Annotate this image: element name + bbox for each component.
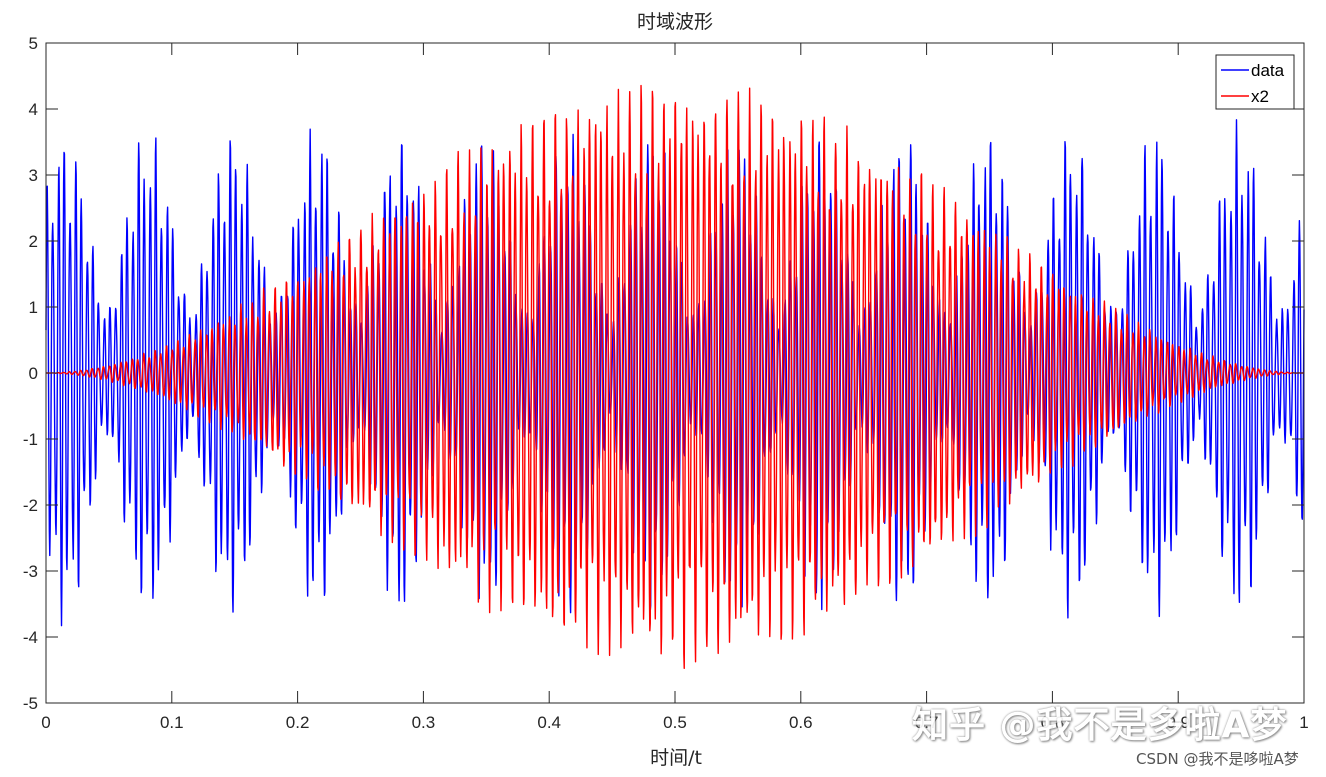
x-tick-label-3: 0.3 [412,713,436,732]
watermark-zhihu: 知乎 @我不是多啦A梦 [912,705,1288,746]
series-line-x2 [45,84,1305,670]
x-tick-label-1: 0.1 [160,713,184,732]
x-tick-label-6: 0.6 [789,713,813,732]
legend-label-x2: x2 [1251,87,1269,106]
x-tick-label-0: 0 [41,713,50,732]
x-tick-label-2: 0.2 [286,713,310,732]
series-line-data [45,119,1305,627]
y-tick-label-7: 2 [29,232,38,251]
ticks-layer: 0 0.1 0.2 0.3 0.4 0.5 0.6 0.7 0.8 0.9 1 -5 -4 -3 -2 -1 0… [23,34,1309,732]
legend-label-data: data [1251,61,1285,80]
series-layer [45,84,1305,670]
x-tick-label-9: 0.9 [1166,713,1190,732]
x-tick-label-5: 0.5 [663,713,687,732]
y-tick-label-8: 3 [29,166,38,185]
x-tick-label-7: 0.7 [915,713,939,732]
y-tick-label-1: -4 [23,628,38,647]
chart-title: 时域波形 [637,11,713,33]
y-tick-label-9: 4 [29,100,38,119]
x-tick-label-10: 1 [1299,713,1308,732]
y-tick-label-3: -2 [23,496,38,515]
x-tick-label-8: 0.8 [1041,713,1065,732]
y-tick-label-5: 0 [29,364,38,383]
legend: data x2 [1215,54,1295,110]
y-tick-label-4: -1 [23,430,38,449]
legend-box [1215,54,1295,110]
y-tick-label-6: 1 [29,298,38,317]
y-tick-label-2: -3 [23,562,38,581]
y-tick-label-10: 5 [29,34,38,53]
x-tick-label-4: 0.4 [537,713,561,732]
y-tick-label-0: -5 [23,694,38,713]
x-axis-label: 时间/t [650,747,702,769]
watermark-csdn: CSDN @我不是哆啦A梦 [1136,750,1299,768]
